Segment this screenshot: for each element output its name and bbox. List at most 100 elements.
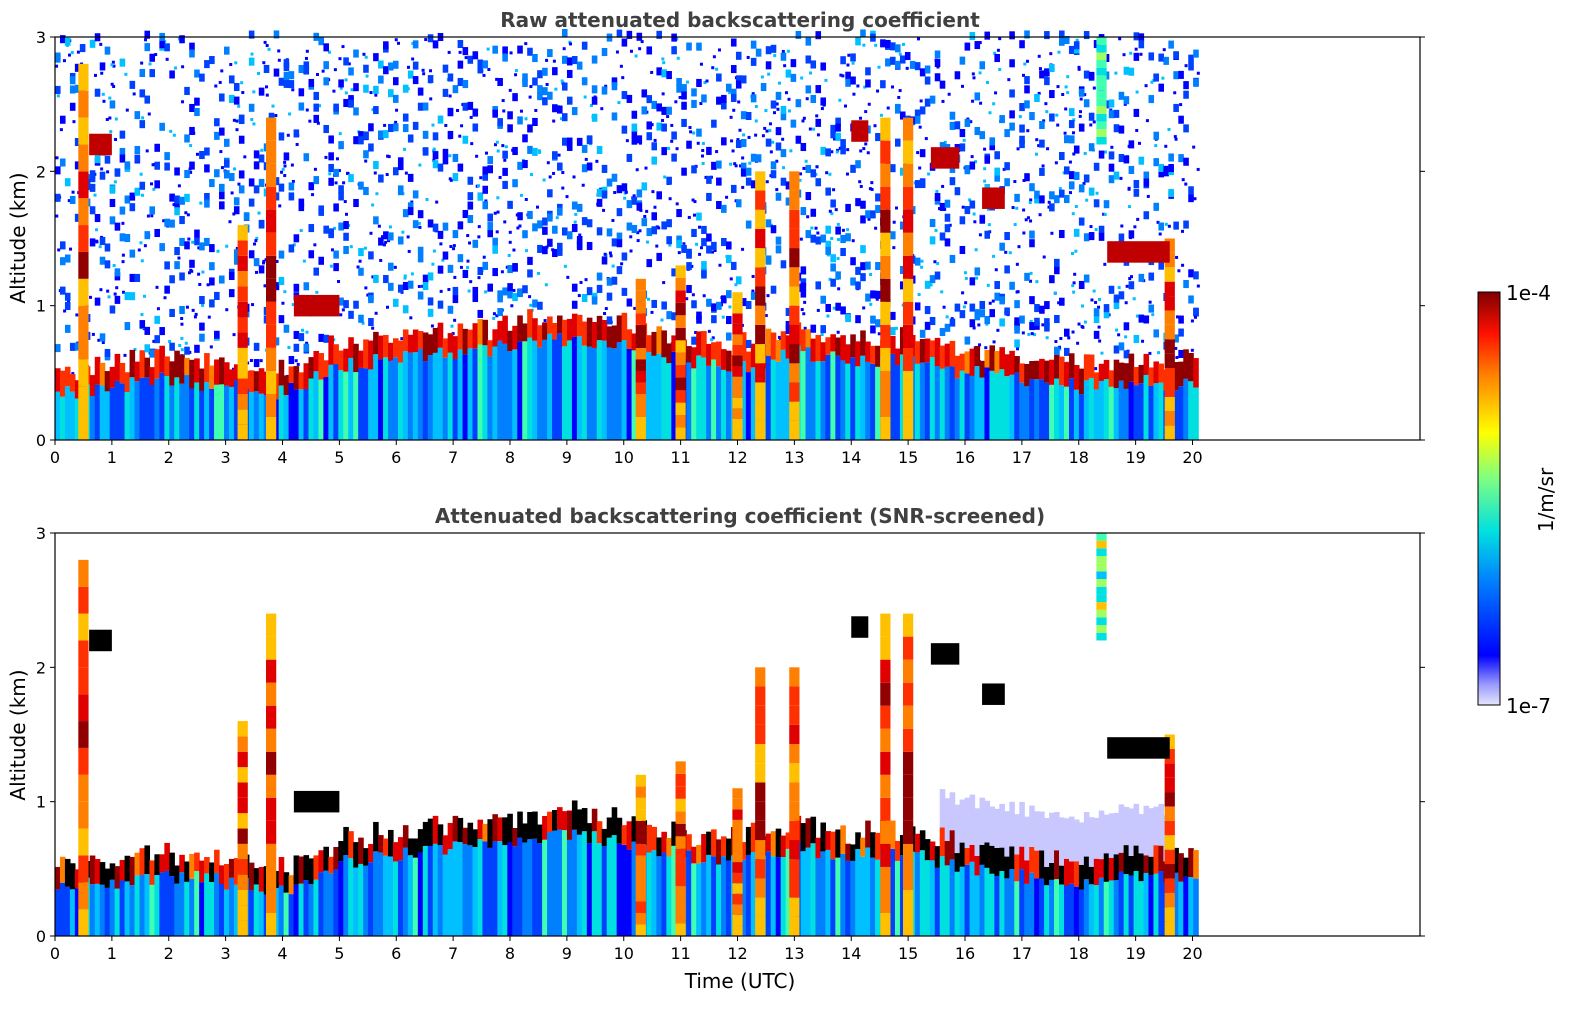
noise-pixel: [979, 101, 983, 105]
heatmap-cell: [1133, 334, 1140, 344]
heatmap-cell: [383, 357, 389, 440]
noise-pixel: [281, 167, 285, 171]
noise-pixel: [852, 92, 856, 96]
heatmap-cell: [298, 372, 305, 390]
heatmap-cell: [169, 193, 175, 202]
heatmap-cell: [308, 250, 315, 259]
heatmap-cell: [238, 135, 245, 144]
heatmap-cell: [502, 53, 508, 62]
heatmap-cell: [1093, 199, 1100, 208]
cloud-cell: [635, 866, 646, 879]
cloud-cell: [266, 416, 277, 440]
heatmap-cell: [561, 137, 568, 146]
heatmap-cell: [581, 77, 588, 86]
heatmap-cell: [691, 846, 697, 864]
noise-pixel: [699, 62, 703, 66]
noise-pixel: [529, 85, 533, 89]
noise-pixel: [311, 193, 315, 197]
heatmap-cell: [1024, 272, 1030, 281]
heatmap-cell: [571, 336, 578, 440]
heatmap-cell: [616, 843, 623, 936]
heatmap-cell: [109, 198, 116, 208]
heatmap-cell: [666, 311, 672, 320]
noise-pixel: [678, 95, 682, 99]
noise-pixel: [971, 99, 975, 103]
cloud-cell: [237, 782, 248, 798]
heatmap-cell: [437, 230, 444, 239]
cloud-cell: [237, 424, 248, 440]
heatmap-cell: [716, 200, 722, 210]
heatmap-cell: [566, 340, 573, 440]
cloud-cell: [1096, 632, 1107, 641]
noise-pixel: [299, 229, 303, 233]
noise-pixel: [629, 49, 633, 53]
heatmap-cell: [576, 314, 583, 337]
heatmap-cell: [830, 278, 836, 287]
heatmap-cell: [119, 880, 126, 936]
x-tick-label: 19: [1125, 448, 1145, 467]
noise-pixel: [1192, 145, 1196, 149]
noise-pixel: [662, 281, 666, 285]
noise-pixel: [197, 246, 201, 250]
heatmap-cell: [591, 296, 598, 305]
noise-pixel: [358, 259, 362, 263]
heatmap-cell: [1118, 342, 1125, 351]
heatmap-cell: [363, 64, 369, 73]
noise-pixel: [629, 235, 633, 239]
noise-pixel: [535, 205, 539, 209]
heatmap-cell: [696, 78, 702, 87]
cloud-cell: [237, 378, 248, 394]
heatmap-cell: [1049, 879, 1055, 936]
cloud-cell: [78, 413, 89, 440]
heatmap-cell: [1014, 339, 1020, 348]
cloud-cell: [755, 878, 766, 898]
heatmap-cell: [1024, 76, 1030, 85]
raw-x-axis: 0 1 2 3 4 5 6 7 8 9 10 11 12 13 14 15 16 17 18 19 20: [50, 440, 1203, 467]
noise-pixel: [406, 65, 410, 69]
heatmap-cell: [422, 332, 429, 362]
heatmap-cell: [204, 192, 210, 202]
cloud-cell: [78, 882, 89, 910]
heatmap-cell: [860, 837, 866, 857]
heatmap-cell: [447, 107, 454, 116]
heatmap-cell: [542, 226, 548, 235]
heatmap-cell: [258, 866, 265, 892]
cloud-cell: [78, 801, 89, 829]
noise-pixel: [1057, 301, 1061, 305]
noise-pixel: [545, 83, 549, 87]
noise-pixel: [180, 322, 184, 326]
heatmap-cell: [392, 77, 399, 86]
noise-pixel: [841, 74, 845, 78]
heatmap-cell: [800, 207, 807, 216]
heatmap-cell: [646, 46, 653, 55]
noise-pixel: [1067, 336, 1071, 340]
noise-pixel: [870, 187, 874, 191]
heatmap-cell: [969, 375, 976, 440]
noise-pixel: [777, 81, 781, 85]
noise-pixel: [142, 294, 146, 298]
heatmap-cell: [527, 839, 533, 936]
heatmap-cell: [129, 885, 136, 936]
heatmap-cell: [233, 884, 240, 936]
heatmap-cell: [1128, 381, 1135, 440]
heatmap-cell: [656, 30, 662, 39]
heatmap-cell: [452, 295, 459, 304]
heatmap-cell: [696, 128, 702, 137]
noise-pixel: [905, 66, 909, 70]
heatmap-cell: [1068, 883, 1075, 936]
heatmap-cell: [522, 134, 528, 143]
heatmap-cell: [641, 89, 648, 98]
noise-pixel: [225, 308, 229, 312]
heatmap-cell: [442, 357, 449, 440]
noise-pixel: [232, 167, 236, 171]
heatmap-cell: [1188, 62, 1194, 71]
heatmap-cell: [815, 31, 822, 40]
noise-pixel: [841, 228, 845, 232]
heatmap-cell: [169, 361, 175, 386]
heatmap-cell: [850, 334, 856, 358]
heatmap-cell: [338, 370, 344, 440]
x-tick-label: 2: [164, 448, 174, 467]
heatmap-cell: [1049, 113, 1055, 122]
heatmap-cell: [924, 98, 931, 107]
heatmap-cell: [199, 73, 205, 82]
